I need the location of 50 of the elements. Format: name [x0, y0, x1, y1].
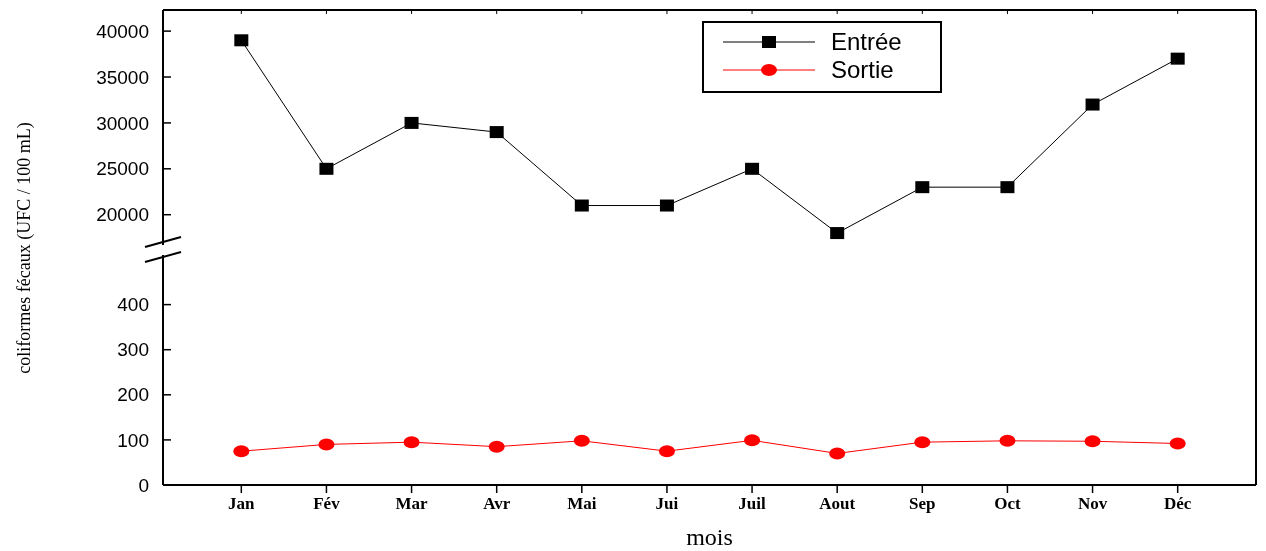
x-tick-label: Juil	[738, 494, 767, 513]
x-tick-label: Sep	[909, 494, 936, 513]
legend-label: Sortie	[831, 56, 894, 84]
x-tick-label: Aout	[819, 494, 856, 513]
y-tick-label: 40000	[96, 20, 149, 42]
point	[318, 438, 335, 451]
x-tick-label: Avr	[483, 494, 511, 513]
point	[658, 445, 675, 458]
x-tick-label: Nov	[1077, 494, 1108, 513]
x-axis-title: mois	[686, 524, 733, 550]
point	[744, 434, 761, 447]
point	[574, 199, 589, 212]
x-tick-label: Déc	[1164, 494, 1192, 513]
point	[488, 440, 505, 453]
y-tick-label: 100	[117, 429, 149, 451]
x-tick-label: Oct	[994, 494, 1021, 513]
y-tick-label: 300	[117, 339, 149, 361]
y-axis-title: coliformes fécaux (UFC / 100 mL)	[14, 122, 35, 374]
x-tick-label: Mar	[395, 494, 429, 513]
point	[914, 436, 931, 449]
y-tick-label: 0	[138, 474, 149, 496]
point	[829, 447, 846, 460]
point	[573, 434, 590, 447]
y-tick-label: 25000	[96, 158, 149, 180]
y-tick-label: 20000	[96, 204, 149, 226]
legend-label: Entrée	[831, 28, 902, 56]
point	[999, 434, 1016, 447]
point	[234, 34, 249, 47]
point	[1085, 98, 1100, 111]
point	[1170, 52, 1185, 65]
point	[489, 126, 504, 139]
point	[745, 162, 760, 175]
point	[1084, 435, 1101, 448]
x-tick-label: Jui	[655, 494, 679, 513]
point	[1000, 181, 1015, 194]
x-tick-label: Mai	[567, 494, 597, 513]
point	[1169, 437, 1186, 450]
y-tick-label: 400	[117, 294, 149, 316]
point	[403, 436, 420, 449]
x-tick-label: Fév	[313, 494, 341, 513]
y-tick-label: 200	[117, 384, 149, 406]
point	[319, 162, 334, 175]
point	[830, 227, 845, 240]
x-tick-label: Jan	[228, 494, 256, 513]
y-tick-label: 30000	[96, 112, 149, 134]
point	[404, 116, 419, 129]
point	[233, 445, 250, 458]
point	[915, 181, 930, 194]
y-tick-label: 35000	[96, 66, 149, 88]
point	[659, 199, 674, 212]
